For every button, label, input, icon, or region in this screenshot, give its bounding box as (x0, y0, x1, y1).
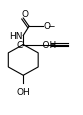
Text: O: O (44, 22, 51, 31)
Text: C: C (16, 40, 22, 49)
Text: –OH: –OH (39, 41, 57, 50)
Text: OH: OH (16, 87, 30, 96)
Text: −: − (47, 21, 55, 30)
Text: O: O (22, 10, 29, 18)
Text: HN: HN (9, 31, 22, 40)
